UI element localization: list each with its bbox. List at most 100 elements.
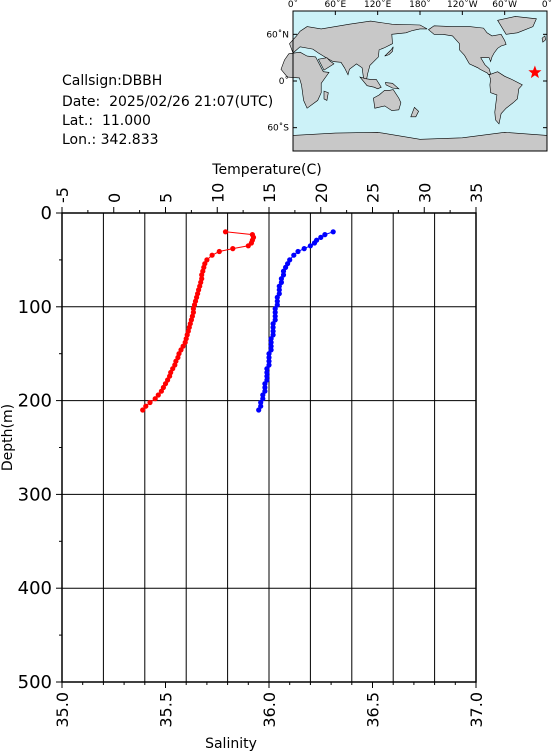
salinity-point <box>287 257 293 263</box>
salinity-point <box>268 343 274 349</box>
salinity-point <box>278 276 284 282</box>
salinity-point <box>266 354 272 361</box>
temperature-point <box>147 399 153 406</box>
temperature-point <box>216 248 222 255</box>
salinity-point <box>262 388 268 394</box>
temperature-point <box>230 246 236 252</box>
temperature-tick-label: 0 <box>105 193 124 203</box>
salinity-point <box>260 392 266 398</box>
salinity-point <box>307 243 313 249</box>
lat-label: Lat.: <box>62 113 94 129</box>
salinity-point <box>278 279 284 285</box>
temperature-point <box>140 407 146 413</box>
temperature-point <box>199 272 205 278</box>
temperature-point <box>209 252 215 258</box>
salinity-point <box>276 287 282 293</box>
map-landmass <box>541 35 546 43</box>
salinity-point <box>258 399 264 406</box>
salinity-axis-title: Salinity <box>205 736 257 751</box>
temperature-point <box>152 396 158 402</box>
depth-tick-label: 300 <box>18 484 52 505</box>
temperature-tick-label: 20 <box>312 183 331 203</box>
temperature-tick-label: 30 <box>415 183 434 203</box>
map-landmass <box>359 76 382 90</box>
salinity-point <box>262 384 268 391</box>
map-lon-tick-label: 120˚E <box>364 0 392 10</box>
salinity-point <box>272 317 278 323</box>
salinity-point <box>260 396 266 402</box>
salinity-point <box>256 407 262 413</box>
salinity-point <box>266 351 272 357</box>
salinity-point <box>268 336 274 342</box>
temperature-point <box>158 388 164 394</box>
salinity-point <box>318 234 324 240</box>
temperature-axis-title: Temperature(C) <box>211 162 321 178</box>
salinity-point <box>270 328 276 334</box>
lat-value: 11.000 <box>101 113 151 129</box>
map-landmass <box>428 25 507 76</box>
salinity-profile-line <box>258 231 334 411</box>
map-landmass <box>317 57 335 71</box>
depth-tick-label: 400 <box>18 578 52 599</box>
salinity-tick-label: 37.0 <box>467 692 486 728</box>
temperature-tick-label: 35 <box>467 183 486 203</box>
map-landmass <box>384 46 394 57</box>
salinity-point <box>272 309 278 315</box>
temperature-point <box>162 381 169 387</box>
temperature-tick-label: -5 <box>53 187 72 203</box>
salinity-point <box>270 324 276 330</box>
temperature-point <box>222 229 229 235</box>
date-value: 2025/02/26 21:07(UTC) <box>109 94 274 110</box>
depth-tick-label: 0 <box>41 203 52 224</box>
temperature-point <box>204 257 210 263</box>
temperature-tick-label: 10 <box>208 183 227 203</box>
salinity-point <box>274 302 280 308</box>
map-landmass <box>497 16 537 35</box>
salinity-point <box>272 306 278 312</box>
salinity-point <box>311 240 318 246</box>
map-lon-tick-label: 0˚ <box>542 0 552 10</box>
depth-tick-label: 100 <box>18 297 52 318</box>
map-landmass <box>384 82 400 90</box>
map-landmass <box>410 106 419 118</box>
salinity-point <box>268 347 274 353</box>
salinity-tick-label: 36.0 <box>260 692 279 728</box>
temperature-tick-label: 15 <box>260 183 279 203</box>
date-line: Date: 2025/02/26 21:07(UTC) <box>62 94 273 110</box>
salinity-point <box>322 232 328 238</box>
salinity-point <box>264 366 270 372</box>
temperature-point <box>245 243 251 249</box>
salinity-tick-label: 35.0 <box>53 692 72 728</box>
salinity-point <box>274 294 280 300</box>
map-landmass <box>289 20 428 81</box>
map-lon-tick-label: 60˚E <box>325 0 347 10</box>
depth-axis-title: Depth(m) <box>0 404 16 471</box>
salinity-point <box>274 298 280 304</box>
map-lon-tick-label: 180˚ <box>409 0 431 10</box>
salinity-point <box>266 358 272 364</box>
salinity-point <box>262 381 268 387</box>
depth-tick-label: 200 <box>18 391 52 412</box>
salinity-point <box>291 252 297 258</box>
depth-tick-label: 500 <box>18 672 52 693</box>
temperature-tick-label: 25 <box>364 183 383 203</box>
temperature-profile-line <box>142 231 255 411</box>
callsign-label: Callsign: <box>62 73 122 89</box>
temperature-point <box>143 403 149 409</box>
station-marker <box>528 65 542 79</box>
map-lat-tick-label: 60˚N <box>266 29 289 40</box>
salinity-point <box>280 268 287 274</box>
temperature-point <box>155 392 161 398</box>
lat-line: Lat.: 11.000 <box>62 113 151 129</box>
map-lon-tick-label: 120˚W <box>447 0 478 10</box>
lon-value: 342.833 <box>100 132 159 148</box>
map-lon-tick-label: 0˚ <box>288 0 298 10</box>
salinity-point <box>270 321 276 327</box>
temperature-point <box>190 306 196 312</box>
map-landmass <box>488 71 523 125</box>
salinity-point <box>268 339 274 345</box>
salinity-point <box>264 369 270 376</box>
salinity-point <box>272 313 278 319</box>
